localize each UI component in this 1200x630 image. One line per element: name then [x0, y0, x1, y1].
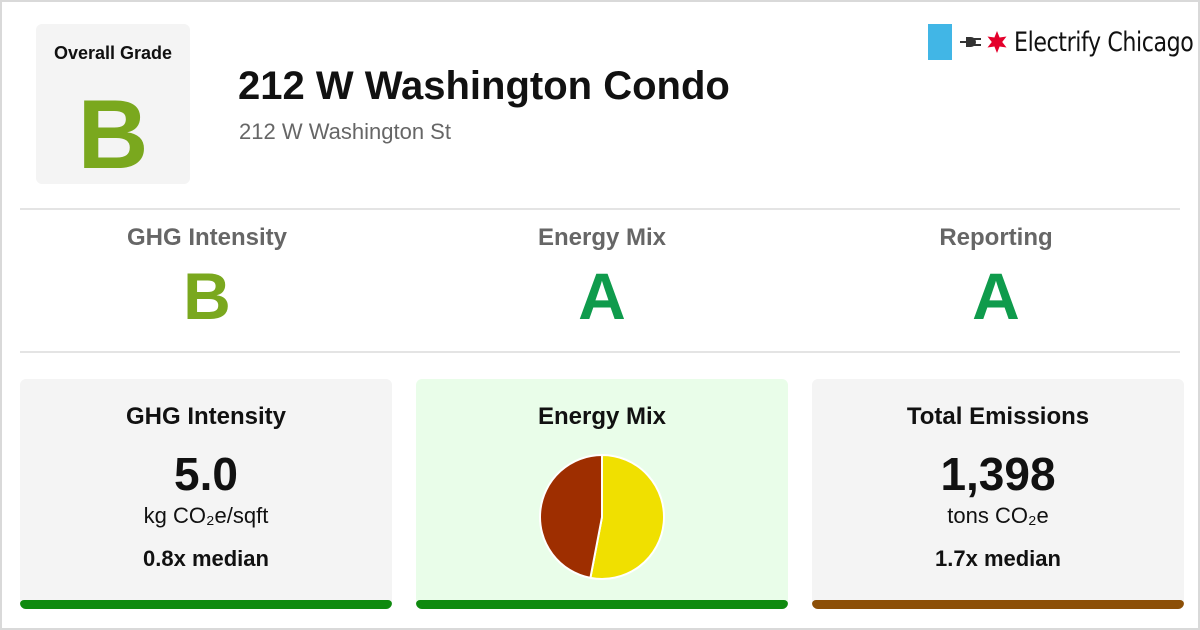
divider: [20, 351, 1180, 353]
subgrade-value: B: [183, 259, 231, 333]
overall-grade-value: B: [77, 79, 149, 189]
card-value: 1,398: [940, 448, 1056, 500]
ghg-intensity-card: GHG Intensity 5.0 kg CO₂e/sqft 0.8x medi…: [20, 379, 392, 609]
six-point-star-icon: [987, 31, 1007, 53]
card-median: 0.8x median: [143, 546, 269, 571]
brand-name: Electrify Chicago: [1014, 26, 1194, 58]
subgrade-label: Energy Mix: [537, 224, 667, 251]
subgrade-value: A: [578, 259, 626, 333]
overall-grade-box: Overall Grade B: [36, 24, 190, 189]
subgrade-ghg-intensity: GHG Intensity B: [10, 224, 404, 334]
rating-bar: [416, 600, 788, 609]
energy-mix-pie-chart: [539, 453, 665, 580]
card-unit: tons CO₂e: [947, 503, 1049, 528]
plug-icon: [960, 37, 981, 47]
card-title: Energy Mix: [537, 403, 667, 430]
card-value: 5.0: [174, 448, 238, 500]
card-title: Total Emissions: [906, 403, 1090, 430]
card-median: 1.7x median: [935, 546, 1061, 571]
subgrade-energy-mix: Energy Mix A: [405, 224, 799, 334]
card-unit: kg CO₂e/sqft: [143, 503, 269, 528]
overall-grade-label: Overall Grade: [53, 43, 173, 63]
subgrade-row: GHG Intensity B Energy Mix A Reporting A: [2, 224, 1200, 334]
building-title: 212 W Washington Condo: [238, 64, 730, 108]
rating-bar: [812, 600, 1184, 609]
subgrade-reporting: Reporting A: [799, 224, 1193, 334]
pie-slice-0: [589, 453, 665, 580]
energy-mix-card: Energy Mix: [416, 379, 788, 609]
pie-slice-1: [539, 453, 603, 580]
card-title: GHG Intensity: [125, 403, 287, 430]
rating-bar: [20, 600, 392, 609]
subgrade-label: Reporting: [939, 224, 1053, 251]
building-address: 212 W Washington St: [239, 119, 451, 144]
chicago-flag-stripe-icon: [928, 24, 952, 60]
divider: [20, 208, 1180, 210]
brand-logo[interactable]: Electrify Chicago: [928, 24, 1194, 60]
subgrade-value: A: [972, 259, 1020, 333]
subgrade-label: GHG Intensity: [126, 224, 288, 251]
total-emissions-card: Total Emissions 1,398 tons CO₂e 1.7x med…: [812, 379, 1184, 609]
